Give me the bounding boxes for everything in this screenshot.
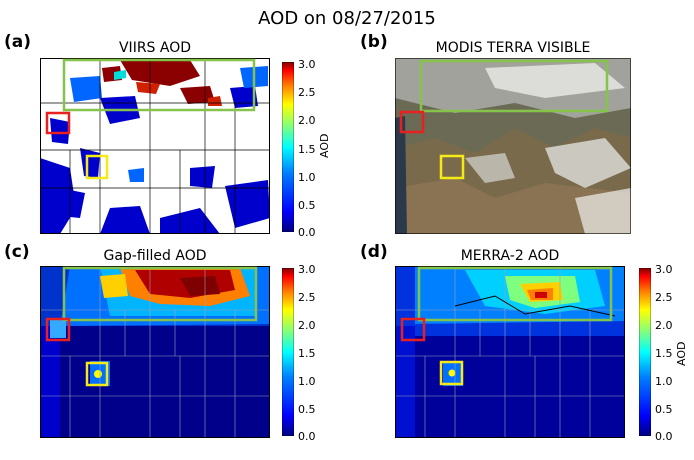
cb-c-tick-0: 0.0 — [298, 430, 316, 443]
cb-a-tick-0: 0.0 — [298, 226, 316, 239]
panel-d-map — [395, 266, 625, 438]
panel-a-title: VIIRS AOD — [118, 40, 192, 56]
panel-b-letter: (b) — [360, 32, 388, 52]
cb-d-tick-15: 1.5 — [655, 347, 673, 360]
panel-d-colorbar — [638, 267, 652, 437]
panel-a-colorbar — [281, 61, 295, 233]
merra2-aod-map — [395, 266, 625, 438]
panel-b-map — [395, 58, 631, 234]
cb-a-tick-2: 2.0 — [298, 114, 316, 127]
cb-d-tick-25: 2.5 — [655, 291, 673, 304]
panel-c-map — [40, 266, 270, 438]
cb-d-tick-2: 2.0 — [655, 319, 673, 332]
panel-c-colorbar — [281, 267, 295, 437]
gap-filled-aod-map — [40, 266, 270, 438]
cb-d-label: AOD — [675, 341, 688, 366]
cb-d-tick-1: 1.0 — [655, 375, 673, 388]
panel-c-title: Gap-filled AOD — [103, 248, 207, 264]
panel-a-letter: (a) — [4, 32, 32, 52]
panel-d-letter: (d) — [360, 242, 388, 262]
cb-c-tick-25: 2.5 — [298, 291, 316, 304]
panel-b-title: MODIS TERRA VISIBLE — [435, 40, 591, 56]
cb-a-tick-15: 1.5 — [298, 143, 316, 156]
cb-c-tick-3: 3.0 — [298, 263, 316, 276]
viirs-aod-map — [40, 58, 270, 234]
cb-a-tick-05: 0.5 — [298, 199, 316, 212]
panel-c-letter: (c) — [4, 242, 30, 262]
cb-c-tick-2: 2.0 — [298, 319, 316, 332]
panel-a-map — [40, 58, 270, 234]
cb-c-tick-15: 1.5 — [298, 347, 316, 360]
cb-d-tick-05: 0.5 — [655, 403, 673, 416]
cb-a-label: AOD — [318, 133, 331, 158]
cb-d-tick-0: 0.0 — [655, 430, 673, 443]
cb-d-tick-3: 3.0 — [655, 263, 673, 276]
cb-a-tick-1: 1.0 — [298, 171, 316, 184]
cb-a-tick-3: 3.0 — [298, 58, 316, 71]
panel-d-title: MERRA-2 AOD — [460, 248, 560, 264]
cb-c-tick-1: 1.0 — [298, 375, 316, 388]
colorbar-d-gradient — [638, 267, 652, 437]
cb-a-tick-25: 2.5 — [298, 86, 316, 99]
cb-c-tick-05: 0.5 — [298, 403, 316, 416]
figure-title: AOD on 08/27/2015 — [258, 8, 436, 29]
colorbar-a-gradient — [281, 61, 295, 233]
modis-visible-image — [395, 58, 631, 234]
colorbar-c-gradient — [281, 267, 295, 437]
